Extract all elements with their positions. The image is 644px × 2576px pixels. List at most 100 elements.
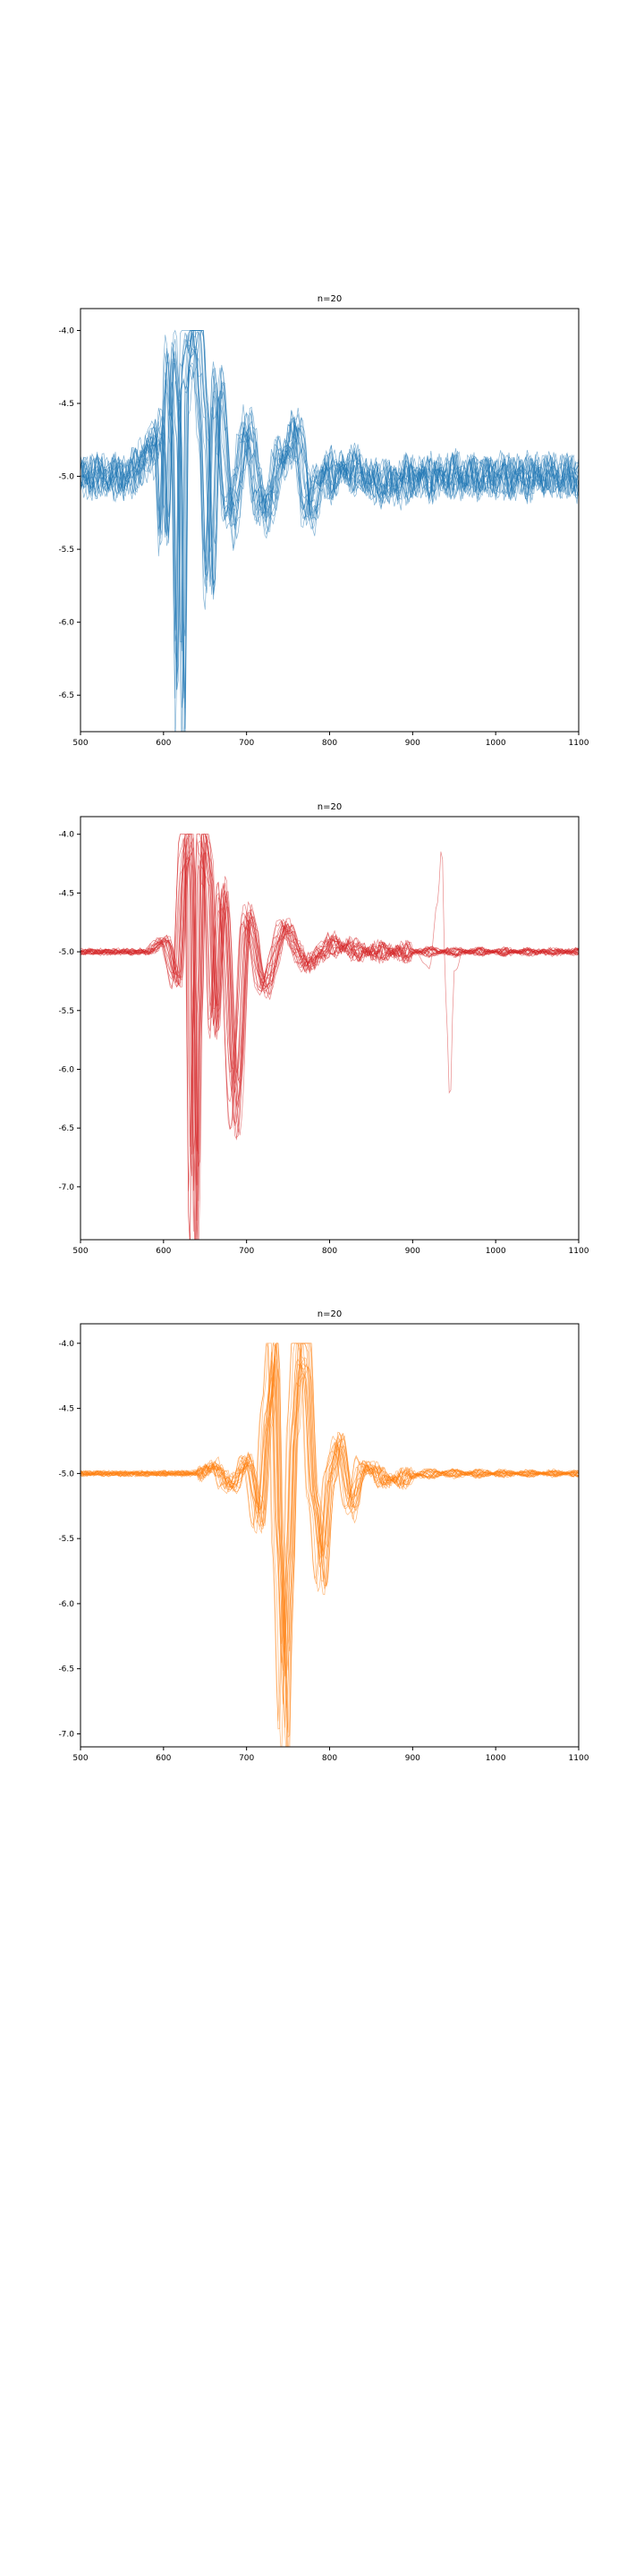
- y-tick-label: -7.0: [58, 1730, 74, 1739]
- x-tick-label: 900: [405, 1247, 420, 1256]
- trace-line: [80, 332, 579, 699]
- trace-line: [80, 369, 579, 642]
- trace-line: [80, 840, 579, 1176]
- trace-line: [80, 1373, 579, 1645]
- trace-line: [80, 834, 579, 1240]
- trace-line: [80, 852, 579, 1155]
- trace-line: [80, 852, 579, 1152]
- trace-line: [80, 834, 579, 1240]
- trace-line: [80, 334, 579, 691]
- chart-title: n=20: [318, 294, 342, 304]
- y-tick-label: -5.0: [58, 948, 74, 957]
- x-tick-label: 900: [405, 739, 420, 748]
- x-tick-label: 1000: [486, 1247, 506, 1256]
- trace-line: [80, 834, 579, 1240]
- trace-line: [80, 838, 579, 1191]
- x-tick-label: 800: [322, 1247, 337, 1256]
- x-tick-label: 700: [239, 1754, 254, 1763]
- y-tick-label: -5.5: [58, 1007, 74, 1016]
- trace-line: [80, 1359, 579, 1664]
- x-tick-label: 800: [322, 739, 337, 748]
- trace-line: [80, 839, 579, 1167]
- trace-line: [80, 330, 579, 729]
- trace-line: [80, 834, 579, 1240]
- x-tick-label: 600: [156, 1754, 171, 1763]
- x-tick-label: 700: [239, 739, 254, 748]
- traces: [80, 329, 579, 732]
- x-tick-label: 900: [405, 1754, 420, 1763]
- x-tick-label: 1100: [569, 1754, 589, 1763]
- trace-line: [80, 330, 579, 732]
- trace-line: [80, 834, 579, 1240]
- trace-line: [80, 1343, 579, 1705]
- y-tick-label: -5.5: [58, 1535, 74, 1544]
- trace-line: [80, 1376, 579, 1644]
- trace-line: [80, 330, 579, 699]
- chart-panel-red: n=20 500 600 700 800 900 1000 1100 -4.0 -4.5 -5.0 -…: [58, 802, 589, 1256]
- trace-line: [80, 856, 579, 1155]
- x-tick-label: 1000: [486, 739, 506, 748]
- trace-line: [80, 834, 579, 1240]
- y-tick-label: -4.0: [58, 326, 74, 335]
- traces: [80, 834, 579, 1240]
- x-tick-label: 800: [322, 1754, 337, 1763]
- axes-frame: [80, 308, 580, 733]
- y-tick-label: -6.0: [58, 619, 74, 628]
- trace-line: [80, 1360, 579, 1671]
- x-tick-label: 500: [72, 1247, 88, 1256]
- trace-line: [80, 329, 579, 663]
- y-tick-label: -5.5: [58, 546, 74, 555]
- y-tick-label: -6.5: [58, 691, 74, 700]
- trace-line: [80, 330, 579, 708]
- trace-line: [80, 1363, 579, 1679]
- x-tick-label: 500: [72, 1754, 88, 1763]
- trace-line: [80, 330, 579, 732]
- trace-line: [80, 852, 579, 1155]
- x-tick-label: 600: [156, 1247, 171, 1256]
- y-tick-label: -4.5: [58, 889, 74, 898]
- y-tick-label: -6.0: [58, 1600, 74, 1609]
- y-tick-label: -4.0: [58, 1340, 74, 1349]
- trace-line: [80, 862, 579, 1148]
- trace-line: [80, 1343, 579, 1747]
- trace-line: [80, 330, 579, 691]
- y-tick-label: -4.0: [58, 831, 74, 840]
- trace-line: [80, 351, 579, 637]
- x-tick-label: 1000: [486, 1754, 506, 1763]
- trace-line: [80, 330, 579, 679]
- chart-title: n=20: [318, 1309, 342, 1319]
- x-tick-label: 1100: [569, 1247, 589, 1256]
- trace-line: [80, 1366, 579, 1652]
- trace-line: [80, 834, 579, 1232]
- trace-line: [80, 329, 579, 732]
- y-tick-label: -7.0: [58, 1183, 74, 1192]
- y-tick-label: -6.5: [58, 1124, 74, 1133]
- trace-line: [80, 357, 579, 651]
- trace-line: [80, 1343, 579, 1739]
- x-tick-label: 600: [156, 739, 171, 748]
- trace-line: [80, 841, 579, 1186]
- trace-line: [80, 837, 579, 1191]
- trace-line: [80, 330, 579, 709]
- trace-line: [80, 834, 579, 1240]
- chart-panel-orange: n=20 500 600 700 800 900 1000 1100 -4.0 -4.5 -5.0 -…: [58, 1309, 589, 1763]
- traces: [80, 1342, 579, 1747]
- trace-line: [80, 1365, 579, 1653]
- y-tick-label: -4.5: [58, 400, 74, 409]
- y-tick-label: -6.0: [58, 1065, 74, 1074]
- x-tick-label: 1100: [569, 739, 589, 748]
- y-tick-label: -4.5: [58, 1405, 74, 1414]
- x-tick-label: 700: [239, 1247, 254, 1256]
- trace-line: [80, 1343, 579, 1708]
- axes-frame: [80, 816, 580, 1241]
- y-tick-label: -5.0: [58, 473, 74, 482]
- trace-line: [80, 835, 579, 1201]
- trace-line: [80, 344, 579, 690]
- x-tick-label: 500: [72, 739, 88, 748]
- trace-line: [80, 330, 579, 732]
- trace-line: [80, 834, 579, 1221]
- trace-line: [80, 330, 579, 703]
- trace-line: [80, 1359, 579, 1671]
- y-tick-label: -6.5: [58, 1665, 74, 1674]
